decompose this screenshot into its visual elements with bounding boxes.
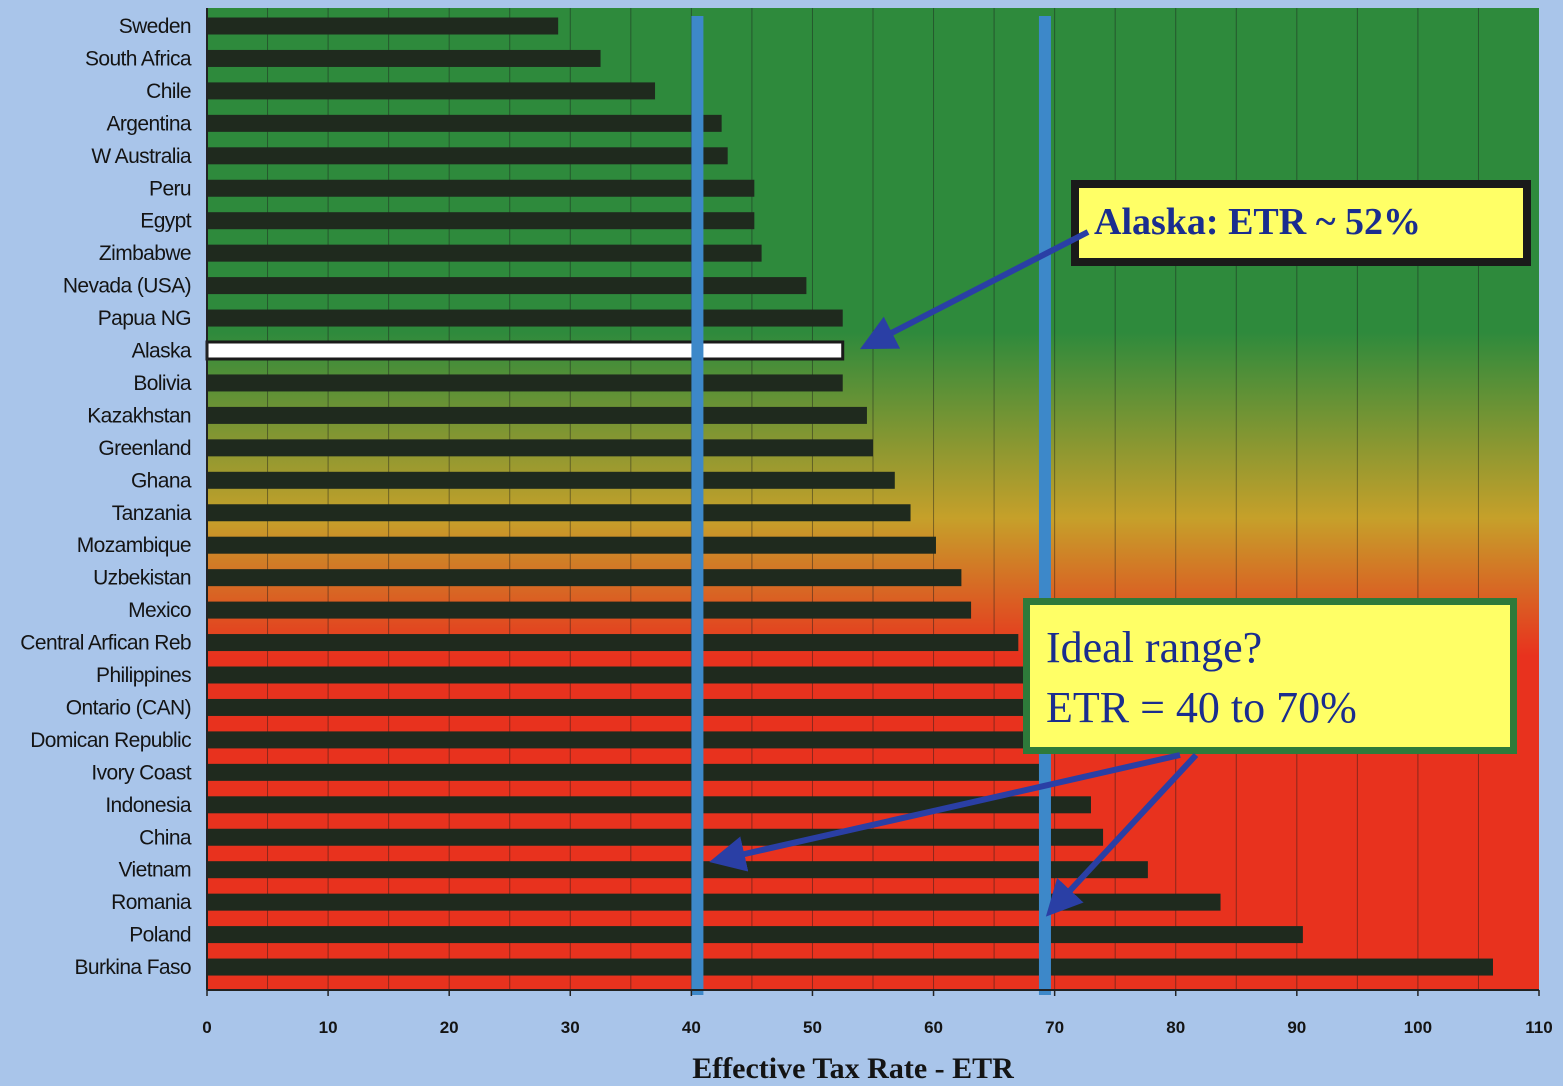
bar [207,666,1031,684]
ideal-range-callout-line-2: ETR = 40 to 70% [1046,683,1357,732]
x-tick-label: 60 [924,1018,943,1037]
bar [207,212,755,230]
category-label: South Africa [85,47,192,70]
bar [207,861,1148,879]
category-labels: Sweden South Africa Chile Argentina W Austra… [20,15,192,979]
category-label: Chile [146,80,191,103]
bar [207,406,867,424]
x-axis: 0 10 20 30 40 50 60 70 80 90 100 110 [202,8,1553,1037]
bar [207,796,1091,814]
reference-line [1038,16,1051,995]
bar [207,147,728,165]
bar [207,763,1049,781]
bar [207,17,559,35]
category-label: Domican Republic [30,729,191,752]
category-label: Bolivia [133,372,192,395]
category-label: Uzbekistan [93,567,191,590]
category-label: Zimbabwe [99,242,191,265]
category-label: Sweden [119,15,191,38]
category-label: Nevada (USA) [63,275,191,298]
bar [207,49,601,67]
category-label: Ivory Coast [91,761,191,784]
category-label: Ghana [131,469,192,492]
ideal-range-callout: Ideal range? ETR = 40 to 70% [709,598,1517,917]
reference-line [691,16,704,995]
category-label: Greenland [98,437,191,460]
bar [207,277,807,295]
category-label: Kazakhstan [87,404,191,427]
category-label: Indonesia [105,794,192,817]
category-label: Central Arfican Reb [20,632,191,655]
bar [207,114,722,132]
ideal-range-callout-inner [1030,605,1510,747]
bar [207,634,1019,652]
bar [207,893,1221,911]
ideal-range-arrow-left [709,752,1181,872]
category-label: Tanzania [112,502,192,525]
x-tick-label: 100 [1404,1018,1432,1037]
category-label: Vietnam [119,859,192,882]
bar [207,471,895,489]
bar [207,601,972,619]
bar [207,374,843,392]
category-label: Mozambique [77,534,191,557]
category-label: Philippines [96,664,191,687]
category-label: Ontario (CAN) [66,696,191,719]
x-tick-label: 20 [440,1018,459,1037]
bar [207,958,1493,976]
bar [207,926,1303,944]
ideal-range-callout-line-1: Ideal range? [1046,623,1262,672]
bar [207,439,873,457]
alaska-callout-text: Alaska: ETR ~ 52% [1094,201,1421,243]
category-label: Poland [129,924,191,947]
category-label: Mexico [128,599,191,622]
bar [207,536,936,554]
category-label: Romania [111,891,192,914]
x-axis-title: Effective Tax Rate - ETR [692,1052,1014,1085]
x-tick-label: 30 [561,1018,580,1037]
category-label: Peru [149,177,191,200]
category-label: Papua NG [98,307,191,330]
alaska-callout-inner [1079,188,1523,258]
x-tick-label: 0 [202,1018,211,1037]
x-tick-label: 90 [1287,1018,1306,1037]
bar [207,504,911,522]
x-tick-label: 40 [682,1018,701,1037]
bar [207,244,762,262]
bar [207,82,656,100]
x-tick-label: 80 [1166,1018,1185,1037]
category-label: Burkina Faso [74,956,191,979]
bar-highlight [205,340,845,361]
bar [207,309,843,327]
category-label: Egypt [140,210,191,233]
x-tick-label: 10 [319,1018,338,1037]
x-tick-label: 70 [1045,1018,1064,1037]
category-label: W Australia [91,145,192,168]
bar [207,698,1037,716]
alaska-callout: Alaska: ETR ~ 52% [859,180,1531,350]
bar [207,179,755,197]
bar [207,569,962,587]
alaska-arrow [859,229,1090,350]
x-tick-label: 110 [1525,1018,1552,1037]
bar [207,828,1104,846]
ideal-range-arrow-right [1045,752,1199,917]
bar [207,731,1043,749]
category-label: Argentina [107,112,192,135]
category-label: Alaska [132,340,192,363]
category-label: China [139,826,192,849]
x-tick-label: 50 [803,1018,822,1037]
